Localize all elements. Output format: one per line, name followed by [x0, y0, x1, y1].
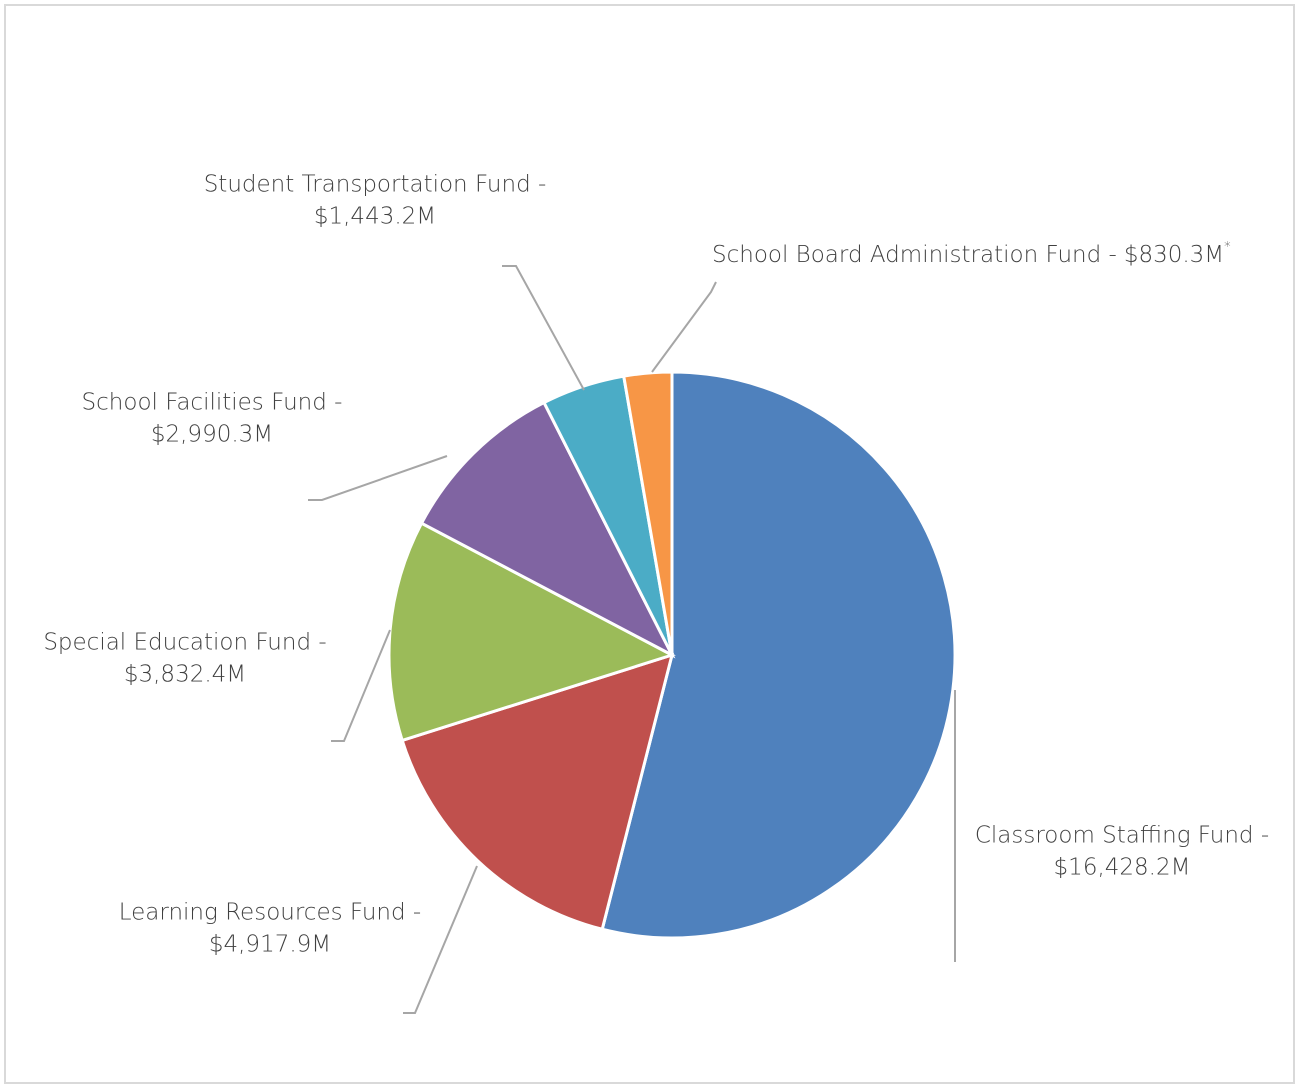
category-label: School Facilities Fund - — [82, 390, 343, 416]
pie-slice — [622, 370, 674, 656]
pie-slice — [600, 370, 957, 940]
category-label: Student Transportation Fund - — [204, 172, 547, 198]
value-label: $2,990.3M — [151, 422, 273, 448]
footnote-mark: * — [1224, 240, 1231, 255]
leader-line — [308, 455, 448, 501]
slice-label: School Board Administration Fund - $830.3… — [712, 240, 1231, 268]
pie-slice — [400, 652, 675, 932]
value-label: $16,428.2M — [1054, 855, 1191, 881]
category-label: School Board Administration Fund - — [712, 242, 1117, 268]
leader-line — [403, 865, 478, 1014]
pie-slice — [387, 521, 676, 743]
value-label: $1,443.2M — [314, 204, 436, 230]
value-label: $830.3M — [1124, 242, 1224, 268]
category-label: Learning Resources Fund - — [119, 900, 421, 926]
leader-line — [502, 265, 585, 391]
value-label: $3,832.4M — [124, 662, 246, 688]
leader-line — [651, 281, 717, 373]
leader-line — [331, 629, 391, 742]
category-label: Classroom Staffing Fund - — [975, 823, 1269, 849]
category-label: Special Education Fund - — [43, 630, 326, 656]
pie-slice — [419, 400, 676, 659]
value-label: $4,917.9M — [209, 932, 331, 958]
